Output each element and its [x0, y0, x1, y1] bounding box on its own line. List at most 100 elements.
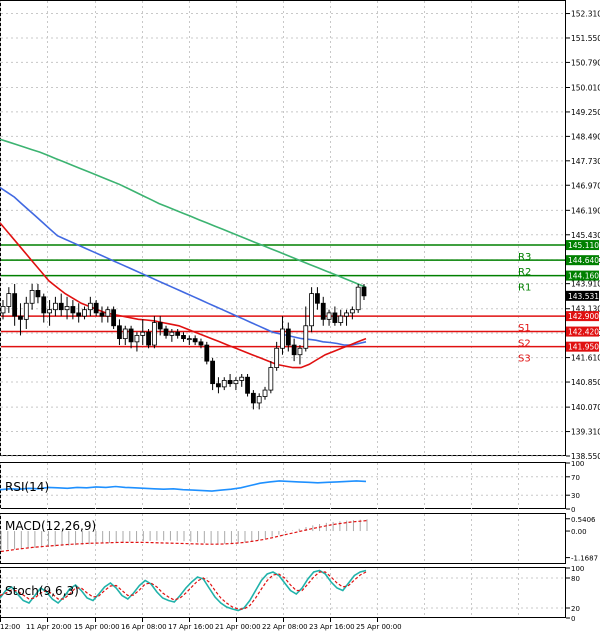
rsi-line [0, 480, 367, 492]
candle-down [361, 286, 367, 297]
stoch-label: Stoch(9,6,3) [5, 584, 79, 598]
candle-up [169, 331, 175, 336]
stoch-indicator: 100 80 20 0 [0, 565, 584, 623]
candle-up [23, 302, 29, 320]
level-label-r1: R1 [518, 283, 531, 294]
level-tags: 145.110 144.640 144.160 142.900 142.420 141.9… [566, 240, 599, 352]
candle-down [192, 338, 198, 343]
candle-down [93, 302, 99, 314]
candle-up [47, 309, 52, 314]
candle-down [12, 293, 18, 317]
candle-up [274, 347, 280, 368]
price-tick-label: 146.970 [571, 181, 600, 190]
rsi-tick-label: 0 [571, 506, 575, 514]
time-tick-label: 22 Apr 08:00 [262, 623, 308, 631]
candle-up [349, 309, 355, 314]
level-label-s3: S3 [518, 354, 531, 365]
level-tag-bg [566, 270, 599, 281]
candle-down [128, 328, 134, 343]
candle-down [35, 289, 41, 298]
time-tick-label: 23 Apr 16:00 [309, 623, 355, 631]
last-price-tag: 143.531 [568, 292, 599, 301]
ma-slow-line [0, 138, 367, 288]
candle-up [280, 328, 285, 349]
stoch-tick-label: 80 [571, 575, 580, 583]
price-tick-label: 138.550 [571, 452, 600, 461]
candle-down [76, 312, 82, 317]
price-tick-label: 143.910 [571, 280, 600, 289]
rsi-indicator: 100 70 30 0 [0, 460, 584, 514]
candle-up [105, 309, 111, 317]
level-tag-r2: 144.640 [568, 256, 599, 265]
candle-up [221, 380, 227, 388]
candle-up [262, 389, 268, 397]
candle-up [297, 347, 303, 356]
price-tick-label: 146.190 [571, 206, 600, 215]
candle-down [250, 392, 256, 404]
time-tick-label: 12:00 [0, 623, 20, 631]
level-label-s1: S1 [518, 323, 531, 334]
candle-up [0, 306, 6, 314]
level-label-r2: R2 [518, 267, 531, 278]
candle-up [344, 312, 349, 317]
candles [0, 283, 367, 410]
stoch-signal-line [0, 571, 367, 610]
candle-down [204, 344, 210, 362]
candle-up [134, 335, 140, 343]
level-label-s2: S2 [518, 339, 531, 350]
candle-up [233, 380, 239, 385]
time-tick-label: 25 Apr 00:00 [356, 623, 402, 631]
candle-up [303, 325, 309, 349]
level-tag-s1: 142.900 [568, 312, 599, 321]
candle-up [140, 331, 146, 336]
candle-down [198, 341, 204, 346]
candle-up [186, 338, 192, 341]
price-tick-label: 150.010 [571, 83, 600, 92]
candle-down [111, 309, 117, 327]
price-tick-label: 148.490 [571, 132, 600, 141]
candle-up [309, 293, 314, 327]
level-tag-bg [566, 311, 599, 322]
price-tick-label: 143.130 [571, 305, 600, 314]
candle-up [122, 328, 128, 340]
macd-tick-label: 0.00 [571, 528, 587, 536]
macd-label: MACD(12,26,9) [5, 519, 96, 533]
price-tick-label: 145.430 [571, 231, 600, 240]
candle-up [355, 286, 361, 311]
candle-down [58, 302, 64, 311]
candle-down [315, 293, 320, 304]
macd-tick-label: 0.5406 [571, 516, 596, 524]
candle-up [338, 315, 344, 323]
candle-down [332, 312, 338, 323]
level-tag-bg [566, 341, 599, 352]
candle-down [285, 328, 291, 346]
price-tick-label: 141.610 [571, 354, 600, 363]
candle-down [320, 302, 326, 320]
candle-down [70, 306, 76, 314]
candle-up [29, 289, 35, 304]
macd-signal-line [0, 520, 368, 553]
price-tick-label: 152.310 [571, 10, 600, 19]
candle-down [18, 315, 23, 320]
price-tick-label: 139.310 [571, 428, 600, 437]
candle-down [157, 322, 163, 330]
candle-up [268, 367, 274, 391]
candle-down [227, 380, 233, 385]
rsi-tick-label: 70 [571, 474, 580, 482]
rsi-label: RSI(14) [5, 480, 49, 494]
rsi-tick-label: 30 [571, 492, 580, 500]
candle-down [216, 383, 221, 388]
candle-up [64, 306, 70, 311]
stoch-tick-label: 0 [571, 615, 575, 623]
candle-down [99, 312, 105, 317]
candle-down [175, 331, 181, 336]
stoch-tick-label: 20 [571, 605, 580, 613]
level-tag-r3: 145.110 [568, 241, 599, 250]
candle-down [291, 344, 297, 356]
macd-tick-label: -1.1687 [571, 555, 598, 563]
candle-down [181, 335, 186, 340]
candle-down [41, 296, 47, 314]
price-tick-label: 150.790 [571, 58, 600, 67]
candle-up [6, 293, 12, 307]
